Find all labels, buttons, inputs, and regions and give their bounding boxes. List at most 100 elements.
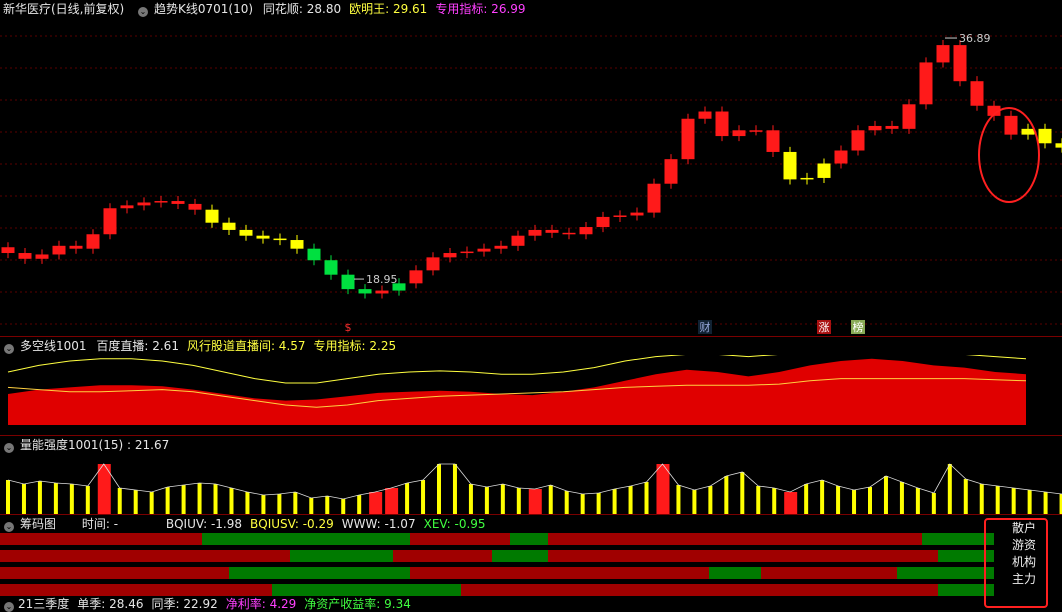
volume-bar	[325, 496, 329, 514]
candlestick-chart[interactable]: 36.8918.95$财涨榜	[0, 18, 1062, 336]
candle-body	[937, 45, 950, 62]
volume-bar	[756, 486, 760, 514]
volume-bar	[629, 486, 633, 514]
chevron-down-icon[interactable]: ⌄	[4, 443, 14, 453]
volume-bar	[980, 484, 984, 514]
chevron-down-icon[interactable]: ⌄	[4, 344, 14, 354]
volume-bar	[692, 490, 696, 514]
chip-bar-segment	[548, 533, 922, 545]
candle-body	[835, 151, 848, 164]
volume-bar	[916, 488, 920, 514]
chip-bar-segment	[709, 567, 761, 579]
candle-body	[410, 270, 423, 283]
volume-bar	[341, 499, 345, 514]
candle-body	[784, 152, 797, 179]
volume-bar	[1044, 492, 1048, 514]
chevron-down-icon[interactable]: ⌄	[4, 602, 14, 612]
volume-bar	[182, 485, 186, 514]
volume-bar	[1028, 490, 1032, 514]
volume-bar	[405, 483, 409, 514]
chip-bar-segment	[897, 567, 994, 579]
chip-bars	[0, 515, 1062, 597]
indicator-name[interactable]: 趋势K线0701(10)	[154, 2, 253, 16]
candle-body	[920, 62, 933, 104]
chip-bar-segment	[0, 567, 229, 579]
candle-body	[580, 227, 593, 234]
high-price-label: 36.89	[959, 32, 991, 45]
volume-bar	[421, 480, 425, 514]
volume-strength-header: ⌄ 量能强度1001(15) : 21.67	[0, 436, 175, 454]
legend-hot-money: 游资	[986, 537, 1046, 554]
volume-bar	[868, 487, 872, 514]
volume-bar	[932, 493, 936, 514]
chip-bar-segment	[0, 533, 202, 545]
volume-bar	[708, 486, 712, 514]
volume-bar	[549, 485, 553, 514]
candle-body	[308, 249, 321, 261]
candle-body	[240, 230, 253, 236]
main-indicator-item-2: 专用指标: 26.99	[435, 2, 525, 16]
chip-bar-segment	[761, 567, 897, 579]
volume-strength-value: : 21.67	[127, 438, 169, 452]
candle-body	[971, 81, 984, 106]
volume-bar	[70, 484, 74, 514]
bottom-item-3: 净利率: 4.29	[226, 597, 297, 611]
volume-bar	[948, 464, 952, 514]
volume-bar	[245, 492, 249, 514]
volume-bar-strong	[656, 464, 669, 514]
candle-body	[36, 254, 49, 258]
candle-body	[750, 130, 763, 132]
chip-bar-segment	[393, 550, 492, 562]
bottom-item-4: 净资产收益率: 9.34	[304, 597, 411, 611]
legend-institution: 机构	[986, 554, 1046, 571]
candle-body	[631, 213, 644, 216]
chip-bar-segment	[290, 550, 393, 562]
volume-bar	[453, 464, 457, 514]
chevron-down-icon[interactable]: ⌄	[138, 7, 148, 17]
chip-bar-segment	[410, 533, 510, 545]
main-indicator-item-0: 同花顺: 28.80	[263, 2, 341, 16]
candle-body	[155, 201, 168, 203]
chip-bar-segment	[0, 584, 272, 596]
candle-body	[546, 230, 559, 233]
volume-strength-title[interactable]: 量能强度1001(15)	[20, 438, 123, 452]
volume-bar	[565, 491, 569, 514]
candle-body	[223, 223, 236, 230]
event-marker: 涨	[819, 321, 830, 334]
longshort-item-2: 专用指标: 2.25	[314, 339, 397, 353]
chip-bar-segment	[492, 550, 548, 562]
volume-bar	[437, 464, 441, 514]
candle-body	[19, 253, 32, 259]
chip-bar-segment	[0, 550, 290, 562]
candle-body	[138, 202, 151, 205]
candle-body	[478, 249, 491, 252]
candle-body	[427, 257, 440, 270]
volume-bar-strong	[784, 492, 797, 514]
candle-body	[2, 247, 15, 253]
candle-body	[903, 104, 916, 129]
chip-bar-segment	[548, 550, 938, 562]
chip-bar-segment	[272, 584, 461, 596]
volume-bar	[820, 480, 824, 514]
candle-body	[852, 130, 865, 150]
volume-bar	[229, 488, 233, 514]
longshort-area	[8, 359, 1026, 425]
candle-body	[699, 112, 712, 119]
event-marker: 财	[700, 320, 711, 334]
candle-body	[342, 275, 355, 289]
volume-strength-panel[interactable]: ⌄ 量能强度1001(15) : 21.67	[0, 436, 1062, 514]
volume-bar	[469, 484, 473, 514]
volume-bar	[772, 488, 776, 514]
volume-bar	[740, 472, 744, 514]
candle-body	[274, 239, 287, 241]
event-marker: $	[345, 321, 352, 334]
chip-bar-segment	[229, 567, 410, 579]
longshort-title[interactable]: 多空线1001	[20, 339, 87, 353]
